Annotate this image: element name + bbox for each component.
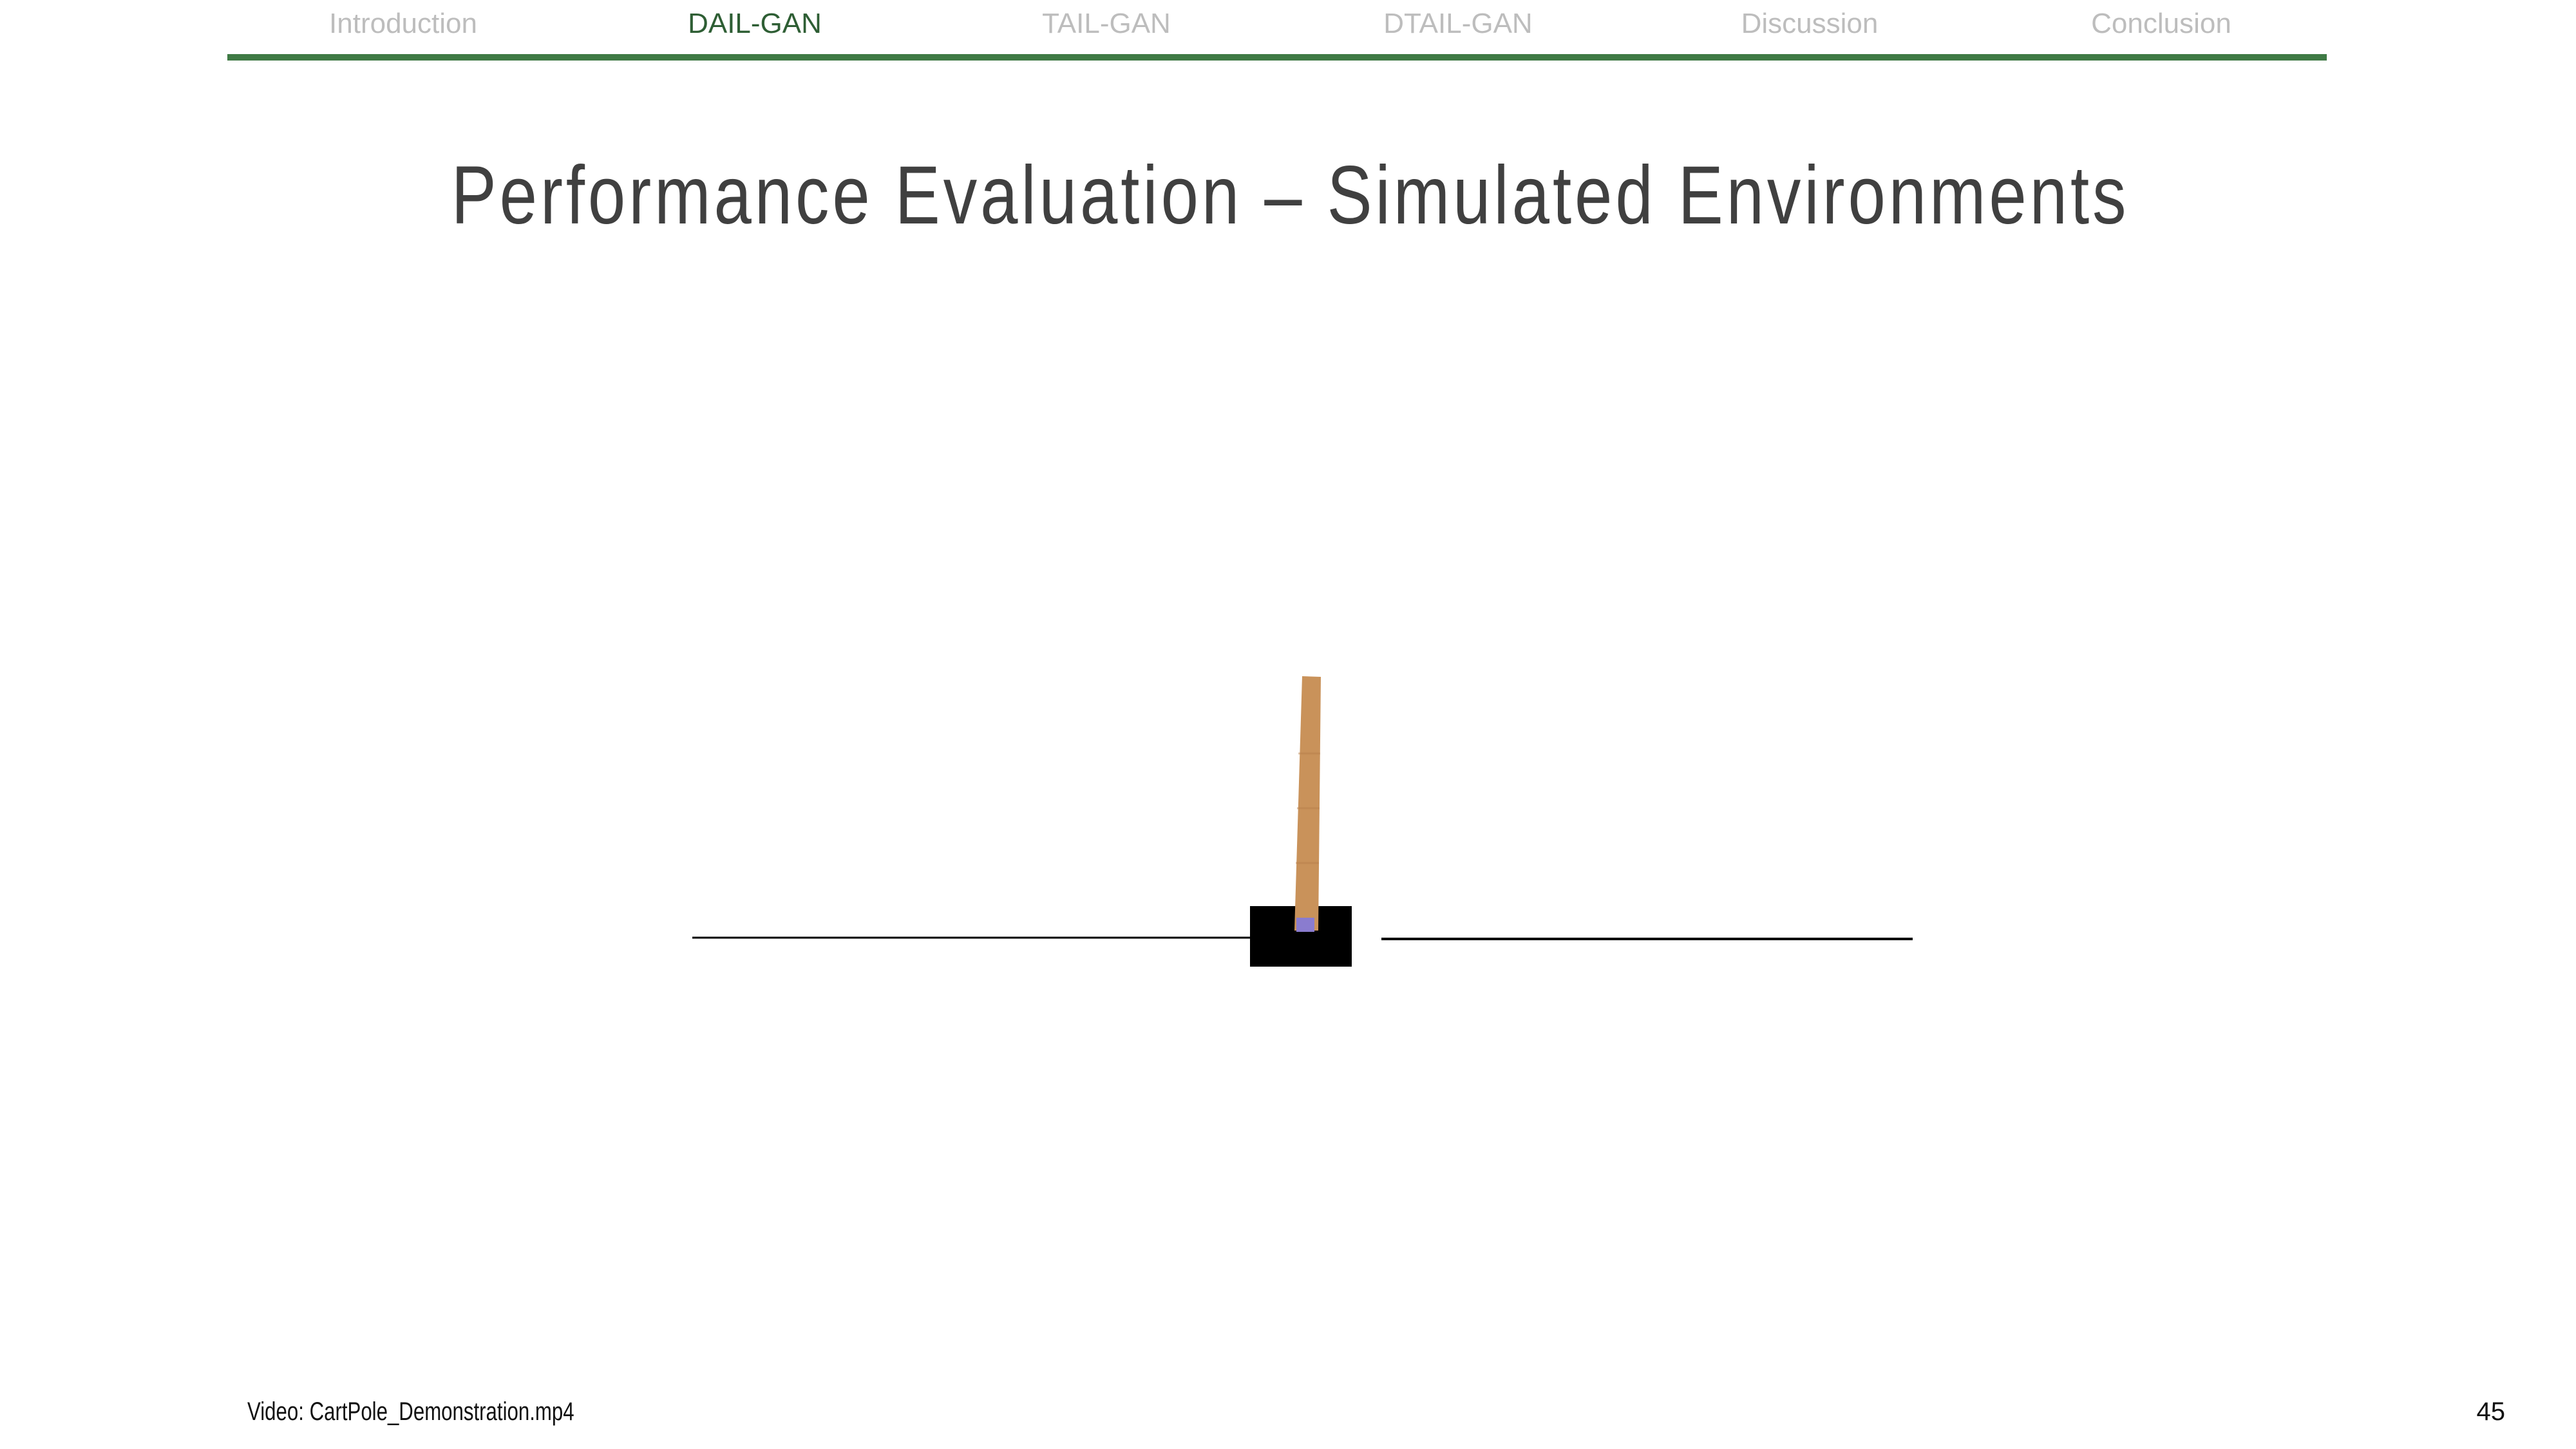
cartpole-axle	[1296, 918, 1314, 932]
nav-item-dtail-gan[interactable]: DTAIL-GAN	[1383, 8, 1533, 39]
video-caption: Video: CartPole_Demonstration.mp4	[247, 1397, 574, 1426]
nav-item-tail-gan[interactable]: TAIL-GAN	[1042, 8, 1171, 39]
nav-item-conclusion[interactable]: Conclusion	[2091, 8, 2231, 39]
page-number: 45	[2476, 1397, 2506, 1426]
cartpole-video[interactable]	[644, 644, 1964, 1030]
nav-item-introduction[interactable]: Introduction	[329, 8, 477, 39]
nav-item-discussion[interactable]: Discussion	[1741, 8, 1879, 39]
slide-title: Performance Evaluation – Simulated Envir…	[451, 149, 2130, 242]
section-nav: Introduction DAIL-GAN TAIL-GAN DTAIL-GAN…	[227, 0, 2327, 62]
cartpole-pole	[1294, 676, 1321, 931]
nav-item-dail-gan[interactable]: DAIL-GAN	[688, 8, 822, 39]
nav-divider	[227, 54, 2327, 61]
